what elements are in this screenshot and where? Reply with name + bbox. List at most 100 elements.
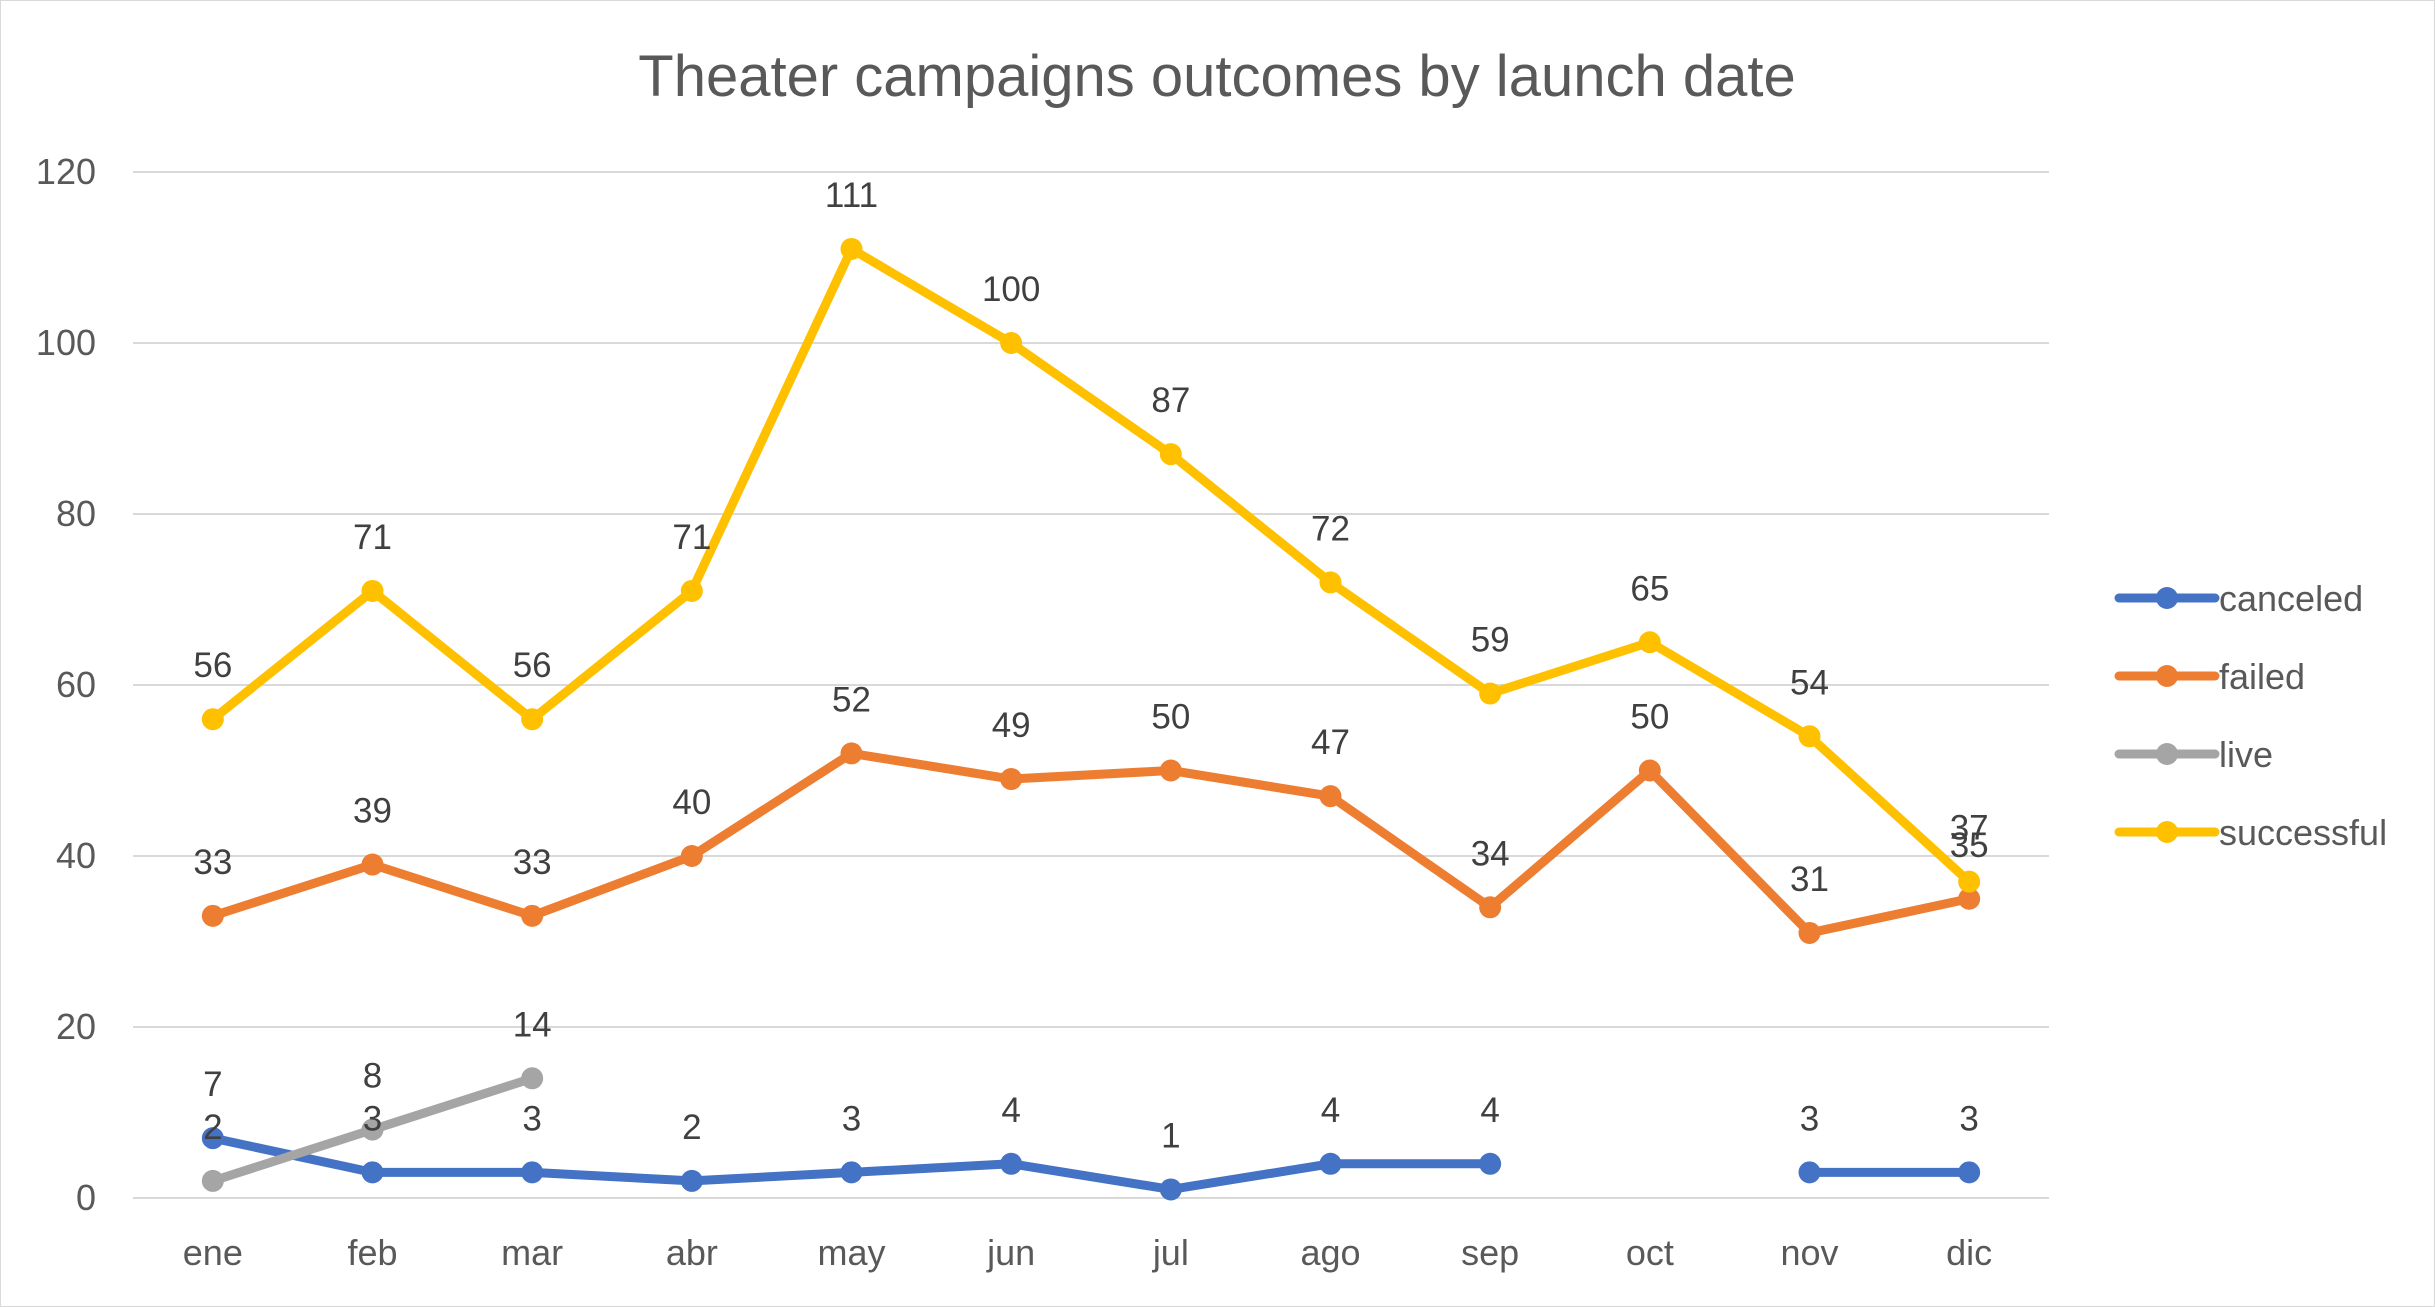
series-lines <box>201 237 1981 1201</box>
y-tick-label: 0 <box>76 1177 96 1218</box>
legend-item-live: live <box>2114 734 2273 775</box>
data-point-failed <box>1000 768 1023 791</box>
data-label-failed: 40 <box>672 783 711 822</box>
x-tick-label: sep <box>1461 1232 1519 1273</box>
data-point-canceled <box>361 1161 384 1184</box>
y-tick-label: 100 <box>36 322 96 363</box>
data-label-canceled: 3 <box>363 1099 382 1138</box>
legend-label: successful <box>2219 812 2387 853</box>
data-label-failed: 50 <box>1630 698 1669 737</box>
data-point-failed <box>1159 759 1182 782</box>
data-label-canceled: 4 <box>1001 1091 1020 1130</box>
y-tick-label: 80 <box>56 493 96 534</box>
data-point-canceled <box>1159 1178 1182 1201</box>
data-label-failed: 33 <box>193 843 232 882</box>
legend-item-failed: failed <box>2114 656 2305 697</box>
data-label-failed: 35 <box>1950 826 1989 865</box>
data-label-failed: 34 <box>1471 834 1510 873</box>
x-tick-label: dic <box>1946 1232 1992 1273</box>
series-line-failed <box>208 748 1974 938</box>
legend-item-successful: successful <box>2114 812 2387 853</box>
data-label-successful: 54 <box>1790 663 1829 702</box>
gridlines <box>133 171 2049 1199</box>
chart-title: Theater campaigns outcomes by launch dat… <box>638 44 1795 109</box>
x-tick-label: mar <box>501 1232 563 1273</box>
data-point-successful <box>1638 631 1661 654</box>
data-label-successful: 87 <box>1151 381 1190 420</box>
y-tick-label: 40 <box>56 835 96 876</box>
data-point-failed <box>1479 896 1502 919</box>
legend-item-canceled: canceled <box>2114 578 2363 619</box>
y-tick-label: 120 <box>36 151 96 192</box>
data-point-successful <box>680 579 703 602</box>
data-point-canceled <box>1798 1161 1821 1184</box>
data-point-canceled <box>840 1161 863 1184</box>
data-point-failed <box>1958 887 1981 910</box>
data-label-failed: 47 <box>1311 723 1350 762</box>
x-tick-label: jun <box>986 1232 1035 1273</box>
data-point-live <box>361 1118 384 1141</box>
series-canceled <box>201 1127 1981 1201</box>
data-point-successful <box>1958 870 1981 893</box>
data-point-successful <box>1000 332 1023 354</box>
data-label-failed: 33 <box>513 843 552 882</box>
data-label-canceled: 3 <box>1959 1099 1978 1138</box>
data-point-failed <box>1638 759 1661 782</box>
data-label-live: 14 <box>513 1005 552 1044</box>
data-label-successful: 59 <box>1471 621 1510 660</box>
y-tick-label: 60 <box>56 664 96 705</box>
data-label-successful: 65 <box>1630 569 1669 608</box>
data-point-successful <box>521 708 544 731</box>
data-point-failed <box>361 853 384 876</box>
data-label-canceled: 4 <box>1480 1091 1499 1130</box>
x-tick-label: oct <box>1626 1232 1674 1273</box>
y-axis-ticks: 0 20 40 60 80 100 120 <box>36 151 96 1218</box>
data-point-canceled <box>1000 1152 1023 1175</box>
data-label-successful: 111 <box>825 176 878 215</box>
series-successful <box>201 237 1981 893</box>
data-label-canceled: 3 <box>842 1099 861 1138</box>
data-label-canceled: 3 <box>1800 1099 1819 1138</box>
legend-label: failed <box>2219 656 2305 697</box>
data-point-failed <box>521 904 544 927</box>
series-failed <box>201 742 1981 944</box>
data-label-successful: 72 <box>1311 509 1350 548</box>
data-point-live <box>201 1169 224 1192</box>
data-point-successful <box>1319 571 1342 594</box>
data-label-failed: 31 <box>1790 860 1829 899</box>
data-point-canceled <box>1958 1161 1981 1184</box>
data-point-successful <box>1798 725 1821 748</box>
x-tick-label: may <box>817 1232 885 1273</box>
data-point-failed <box>1798 921 1821 944</box>
x-tick-label: ene <box>183 1232 243 1273</box>
data-point-canceled <box>1479 1152 1502 1175</box>
data-point-successful <box>1479 682 1502 705</box>
data-label-successful: 37 <box>1950 809 1989 848</box>
data-point-failed <box>680 845 703 867</box>
x-tick-label: ago <box>1300 1232 1360 1273</box>
legend-label: canceled <box>2219 578 2363 619</box>
data-label-failed: 49 <box>992 706 1031 745</box>
x-axis-ticks: ene feb mar abr may jun jul ago sep oct nov dic <box>183 1232 1992 1273</box>
data-label-successful: 71 <box>672 518 711 557</box>
series-live <box>201 1067 544 1192</box>
data-point-failed <box>1319 785 1342 808</box>
data-point-canceled <box>1319 1152 1342 1175</box>
data-label-failed: 39 <box>353 792 392 831</box>
data-label-live: 2 <box>203 1108 222 1147</box>
data-point-successful <box>361 579 384 602</box>
x-tick-label: jul <box>1152 1232 1189 1273</box>
legend-marker <box>2156 821 2178 843</box>
data-point-failed <box>201 904 224 927</box>
legend-label: live <box>2219 734 2273 775</box>
data-label-canceled: 3 <box>522 1099 541 1138</box>
data-label-canceled: 7 <box>203 1065 222 1104</box>
data-point-successful <box>840 237 863 260</box>
data-label-failed: 50 <box>1151 698 1190 737</box>
data-label-canceled: 2 <box>682 1108 701 1147</box>
x-tick-label: feb <box>347 1232 397 1273</box>
legend-marker <box>2156 665 2178 687</box>
